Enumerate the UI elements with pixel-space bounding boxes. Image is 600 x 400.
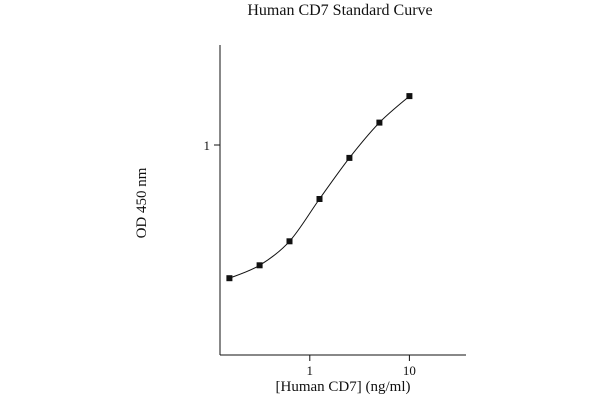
x-ticks: 1 10	[307, 355, 416, 378]
data-point	[346, 154, 353, 161]
data-point	[406, 93, 413, 100]
x-axis-label: [Human CD7] (ng/ml)	[276, 379, 411, 395]
data-point	[226, 275, 233, 282]
y-tick-label: 1	[204, 138, 211, 153]
y-ticks: 1	[204, 138, 220, 153]
series-layer	[226, 93, 413, 282]
chart-title: Human CD7 Standard Curve	[247, 2, 432, 19]
data-point	[286, 238, 293, 245]
data-point	[316, 196, 323, 202]
x-tick-label: 1	[307, 363, 314, 378]
data-point	[376, 119, 383, 126]
data-point	[256, 262, 263, 269]
x-tick-label: 10	[403, 363, 416, 378]
y-axis-label: OD 450 nm	[134, 167, 150, 238]
